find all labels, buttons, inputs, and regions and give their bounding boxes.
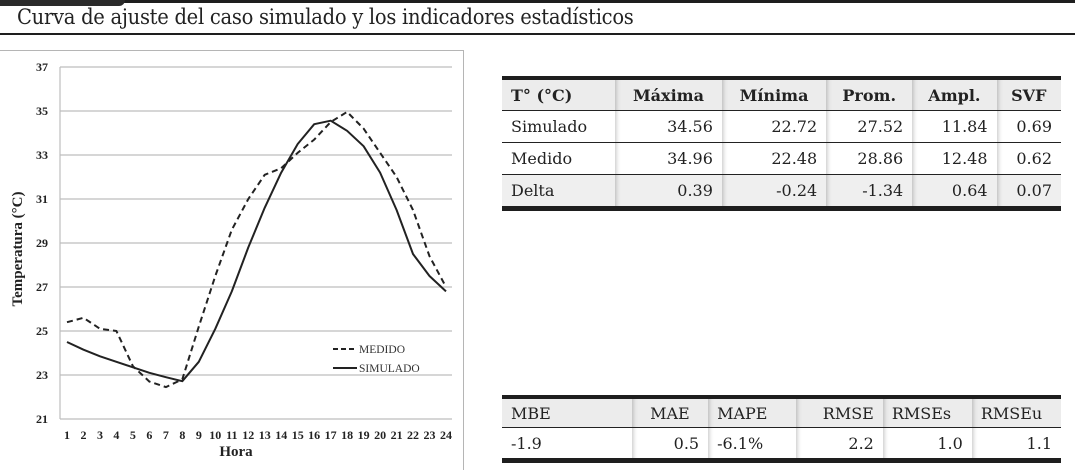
y-tick-label: 29 — [36, 236, 48, 250]
table-row-delta: Delta 0.39 -0.24 -1.34 0.64 0.07 — [502, 174, 1061, 209]
col-header-mbe: MBE — [502, 397, 632, 428]
col-header-mape: MAPE — [708, 397, 797, 428]
y-tick-label: 25 — [36, 324, 48, 338]
col-header: SVF — [996, 78, 1061, 111]
top-bar — [0, 0, 1075, 3]
table-cell: 22.48 — [721, 142, 827, 175]
x-tick-label: 15 — [292, 428, 304, 442]
x-tick-label: 23 — [424, 428, 436, 442]
y-tick-label: 33 — [36, 148, 48, 162]
value-mbe: -1.9 — [511, 433, 542, 453]
table-cell: 34.56 — [615, 110, 722, 143]
y-tick-label: 37 — [36, 60, 48, 74]
x-tick-label: 10 — [209, 428, 221, 442]
value-mae: 0.5 — [632, 428, 708, 461]
x-tick-label: 16 — [308, 428, 320, 442]
x-tick-label: 12 — [242, 428, 254, 442]
table-cell: -0.24 — [721, 174, 827, 209]
y-tick-label: 21 — [36, 412, 48, 426]
table-cell: 34.96 — [615, 142, 722, 175]
row-label: Simulado — [502, 110, 615, 143]
series-line-simulado — [66, 119, 447, 383]
x-tick-label: 7 — [163, 428, 169, 442]
x-tick-label: 6 — [146, 428, 152, 442]
series-line-medido — [66, 110, 447, 389]
y-tick-label: 23 — [36, 368, 48, 382]
x-tick-label: 20 — [374, 428, 386, 442]
table-cell: -1.34 — [826, 174, 913, 209]
table-header-row: MBE MAE MAPE RMSE RMSEs RMSEu — [502, 397, 1061, 428]
x-tick-label: 9 — [196, 428, 202, 442]
statistical-indicators-table: MBE MAE MAPE RMSE RMSEs RMSEu -1.9 0.5 -… — [502, 395, 1061, 463]
col-header-rmseu: RMSEu — [971, 397, 1061, 428]
row-label: Delta — [502, 174, 615, 209]
x-tick-label: 2 — [80, 428, 86, 442]
legend-label-simulado: SIMULADO — [359, 363, 420, 375]
table-cell: 28.86 — [826, 142, 913, 175]
x-tick-label: 17 — [325, 428, 337, 442]
temperature-stats-table: T° (°C) Máxima Mínima Prom. Ampl. SVF Si… — [502, 76, 1061, 211]
table-cell: 0.69 — [996, 110, 1061, 143]
top-bar-tab — [0, 0, 125, 6]
row-label: Medido — [502, 142, 615, 175]
table-cell: 22.72 — [721, 110, 827, 143]
x-tick-label: 8 — [179, 428, 185, 442]
y-tick-label: 31 — [36, 192, 48, 206]
x-tick-label: 22 — [407, 428, 419, 442]
table-cell: 0.07 — [996, 174, 1061, 209]
table-cell: 0.64 — [912, 174, 997, 209]
x-tick-label: 4 — [113, 428, 119, 442]
x-tick-label: 19 — [358, 428, 370, 442]
x-tick-label: 1 — [64, 428, 70, 442]
col-header: Ampl. — [912, 78, 997, 111]
col-header-mae: MAE — [631, 397, 709, 428]
x-tick-label: 24 — [440, 428, 452, 442]
value-rmses: 1.0 — [883, 428, 972, 461]
table-row-medido: Medido 34.96 22.48 28.86 12.48 0.62 — [502, 142, 1061, 175]
title-divider — [0, 33, 1075, 35]
table-cell: 11.84 — [912, 110, 997, 143]
col-header: Mínima — [721, 78, 827, 111]
table-row-simulado: Simulado 34.56 22.72 27.52 11.84 0.69 — [502, 110, 1061, 143]
value-rmse: 2.2 — [796, 428, 882, 461]
x-tick-label: 3 — [97, 428, 103, 442]
page-title: Curva de ajuste del caso simulado y los … — [17, 5, 634, 29]
value-rmseu: 1.1 — [972, 428, 1061, 461]
temperature-chart: 21 23 25 27 29 31 33 35 37 1 2 3 4 5 6 7 8 9 10 11 12 13 14 15 1… — [0, 50, 464, 470]
table-row-indicators: -1.9 0.5 -6.1% 2.2 1.0 1.1 — [502, 428, 1061, 461]
y-tick-label: 35 — [36, 104, 48, 118]
value-mape: -6.1% — [708, 428, 796, 461]
col-header-rmse: RMSE — [796, 397, 883, 428]
legend-label-medido: MEDIDO — [359, 344, 405, 356]
table-cell: 0.39 — [615, 174, 722, 209]
y-tick-label: 27 — [36, 280, 48, 294]
x-tick-label: 21 — [391, 428, 403, 442]
col-header-rmses: RMSEs — [882, 397, 972, 428]
table-cell: 0.62 — [996, 142, 1061, 175]
x-tick-label: 11 — [226, 428, 237, 442]
table-cell: 27.52 — [826, 110, 913, 143]
x-axis-label: Hora — [219, 444, 253, 460]
x-tick-label: 14 — [275, 428, 287, 442]
col-header: Máxima — [615, 78, 722, 111]
table-cell: 12.48 — [912, 142, 997, 175]
col-header: T° (°C) — [502, 78, 615, 111]
y-axis-label: Temperatura (°C) — [10, 191, 26, 306]
x-tick-label: 5 — [130, 428, 136, 442]
x-tick-label: 13 — [259, 428, 271, 442]
col-header: Prom. — [826, 78, 913, 111]
table-header-row: T° (°C) Máxima Mínima Prom. Ampl. SVF — [502, 78, 1061, 111]
x-tick-label: 18 — [341, 428, 353, 442]
